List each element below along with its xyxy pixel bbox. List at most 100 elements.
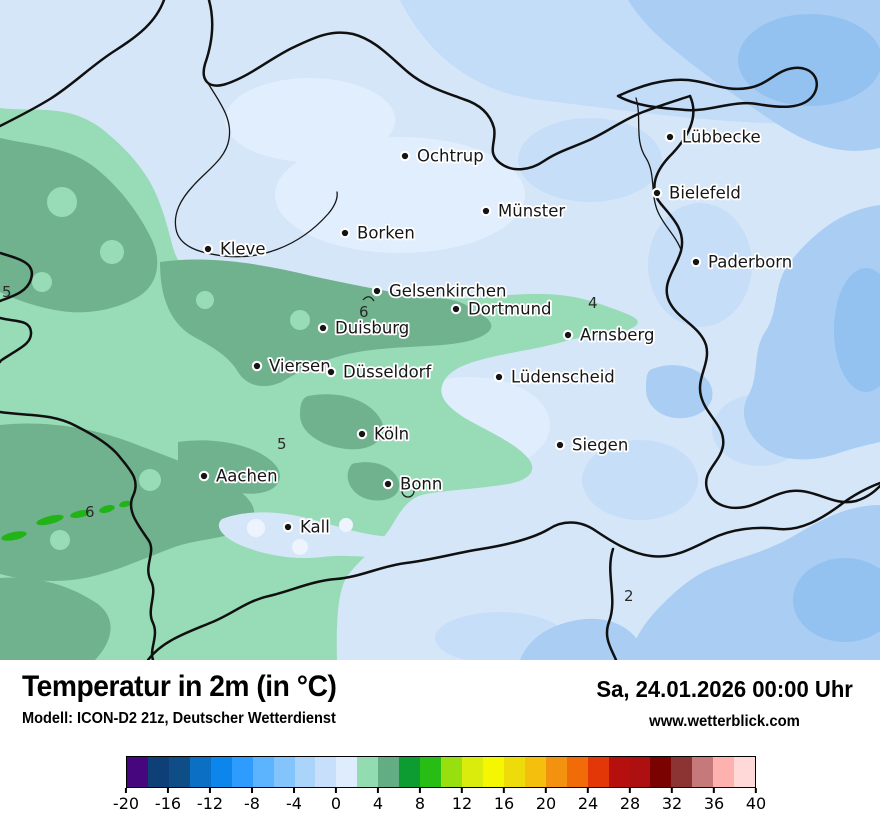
colorbar-tick-label: 20 <box>535 794 557 813</box>
city-dot <box>382 478 394 490</box>
city-marker: Dortmund <box>450 298 553 320</box>
map-region-dark-green-speck <box>99 505 115 513</box>
border-line-district-kleve <box>174 77 338 258</box>
colorbar-tick-label: 28 <box>619 794 641 813</box>
city-marker: Aachen <box>198 465 279 487</box>
map-region-pale-light <box>275 137 525 253</box>
map-region-kall-bay <box>218 512 418 559</box>
colorbar-segment <box>189 757 211 787</box>
city-dot <box>251 360 263 372</box>
colorbar-tick-label: -16 <box>154 794 182 813</box>
city-marker: Bielefeld <box>651 182 743 204</box>
city-label: Siegen <box>572 436 628 455</box>
colorbar-tick-mark <box>755 788 757 793</box>
contour-line <box>362 296 375 302</box>
city-label: Borken <box>357 224 415 243</box>
contour-value-label: 2 <box>624 587 634 605</box>
colorbar-tick-label: 36 <box>703 794 725 813</box>
colorbar-segment <box>566 757 588 787</box>
colorbar-segment <box>336 757 358 787</box>
contour-value-label: 5 <box>277 435 287 453</box>
city-marker: Gelsenkirchen <box>371 280 508 302</box>
colorbar-segment <box>524 757 546 787</box>
map-region-medium-light-blue <box>582 440 698 520</box>
city-label: Duisburg <box>335 319 409 338</box>
colorbar-tick: 4 <box>373 788 383 813</box>
colorbar-tick-mark <box>503 788 505 793</box>
city-dot <box>198 470 210 482</box>
map-region-pale-light <box>225 78 395 162</box>
city-marker: Lübbecke <box>664 126 762 148</box>
city-label: Münster <box>498 202 565 221</box>
map-region-deep-blue-accent <box>834 268 880 392</box>
city-label: Paderborn <box>708 253 792 272</box>
city-label: Köln <box>374 425 409 444</box>
contour-labels-layer: 5 6 4 5 6 2 <box>2 283 634 605</box>
colorbar-segments <box>126 756 756 788</box>
colorbar-tick-mark <box>125 788 127 793</box>
colorbar-tick-label: 16 <box>493 794 515 813</box>
colorbar-tick-mark <box>629 788 631 793</box>
colorbar-segment <box>420 757 442 787</box>
map-region-sage-patch <box>414 298 477 329</box>
map-region-deep-blue-accent <box>738 14 880 106</box>
city-markers-layer: Ochtrup Lübbecke Bielefeld Münster Borken Kle… <box>198 126 794 538</box>
colorbar-tick-label: 12 <box>451 794 473 813</box>
city-dot <box>562 329 574 341</box>
border-line-west-squiggle <box>0 251 34 303</box>
valid-datetime: Sa, 24.01.2026 00:00 Uhr <box>596 676 853 702</box>
colorbar-tick: -8 <box>244 788 260 813</box>
city-marker: Siegen <box>554 434 630 456</box>
colorbar-tick-label: -12 <box>196 794 224 813</box>
colorbar-segment <box>273 757 295 787</box>
city-label: Bonn <box>400 475 442 494</box>
city-label: Lübbecke <box>682 128 761 147</box>
city-label: Kall <box>300 518 330 537</box>
map-region-sage-ruhr <box>160 259 492 387</box>
map-region-whitish-patch <box>247 519 265 537</box>
city-marker: Paderborn <box>690 251 794 273</box>
city-dot <box>651 187 663 199</box>
colorbar-segment <box>252 757 274 787</box>
colorbar-segment <box>587 757 609 787</box>
city-marker: Viersen <box>251 355 332 377</box>
map-region-sage-bonn <box>347 462 400 501</box>
colorbar-segment <box>357 757 379 787</box>
footer-right-block: Sa, 24.01.2026 00:00 Uhr www.wetterblick… <box>591 676 858 731</box>
colorbar-tick-label: 4 <box>372 794 384 813</box>
map-region-deep-blue-accent <box>793 558 880 642</box>
city-dot <box>356 428 368 440</box>
map-region-dark-green-speck <box>119 500 131 508</box>
colorbar-tick: -4 <box>286 788 302 813</box>
city-label: Kleve <box>220 240 265 259</box>
border-line-belgium <box>0 410 157 660</box>
map-region-medium-blue-patch <box>520 618 648 660</box>
colorbar-tick-mark <box>461 788 463 793</box>
city-dot <box>339 227 351 239</box>
border-line-nl-northwest <box>0 0 166 128</box>
city-marker: Duisburg <box>317 317 411 339</box>
colorbar-tick-label: 24 <box>577 794 599 813</box>
colorbar-segment <box>482 757 504 787</box>
city-label: Lüdenscheid <box>511 368 615 387</box>
map-region-whitish-patch <box>339 518 353 532</box>
colorbar-segment <box>545 757 567 787</box>
map-mottle <box>32 272 52 292</box>
colorbar-segment <box>692 757 714 787</box>
colorbar-tick-mark <box>713 788 715 793</box>
colorbar-tick: 12 <box>452 788 472 813</box>
colorbar-tick: 0 <box>331 788 341 813</box>
colorbar-tick-label: 40 <box>745 794 767 813</box>
colorbar-tick-mark <box>251 788 253 793</box>
colorbar-tick-mark <box>167 788 169 793</box>
website-url: www.wetterblick.com <box>648 713 800 730</box>
colorbar: -20 -16 -12 -8 -4 0 4 8 12 16 20 24 28 32 36 40 <box>113 756 766 814</box>
colorbar-tick: -20 <box>113 788 139 813</box>
colorbar-tick: 36 <box>704 788 724 813</box>
colorbar-segment <box>608 757 630 787</box>
city-dot <box>690 256 702 268</box>
border-line-east <box>653 94 880 510</box>
city-marker: Münster <box>480 200 567 222</box>
colorbar-tick-mark <box>671 788 673 793</box>
colorbar-segment <box>168 757 190 787</box>
